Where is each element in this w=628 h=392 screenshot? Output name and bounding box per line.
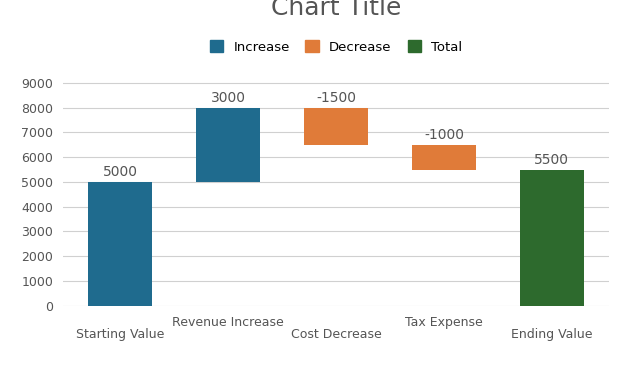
Text: 3000: 3000 — [210, 91, 246, 105]
Title: Chart Title: Chart Title — [271, 0, 401, 20]
Text: 5000: 5000 — [102, 165, 138, 180]
Text: -1000: -1000 — [424, 128, 464, 142]
Text: Revenue Increase: Revenue Increase — [172, 316, 284, 328]
Bar — [88, 182, 153, 306]
Text: Cost Decrease: Cost Decrease — [291, 328, 381, 341]
Text: -1500: -1500 — [316, 91, 356, 105]
Text: Tax Expense: Tax Expense — [405, 316, 483, 328]
Text: 5500: 5500 — [534, 153, 570, 167]
Bar — [195, 108, 261, 182]
Text: Starting Value: Starting Value — [76, 328, 164, 341]
Bar — [303, 108, 369, 145]
Bar — [411, 145, 477, 170]
Bar — [519, 170, 584, 306]
Legend: Increase, Decrease, Total: Increase, Decrease, Total — [204, 35, 468, 59]
Text: Ending Value: Ending Value — [511, 328, 593, 341]
